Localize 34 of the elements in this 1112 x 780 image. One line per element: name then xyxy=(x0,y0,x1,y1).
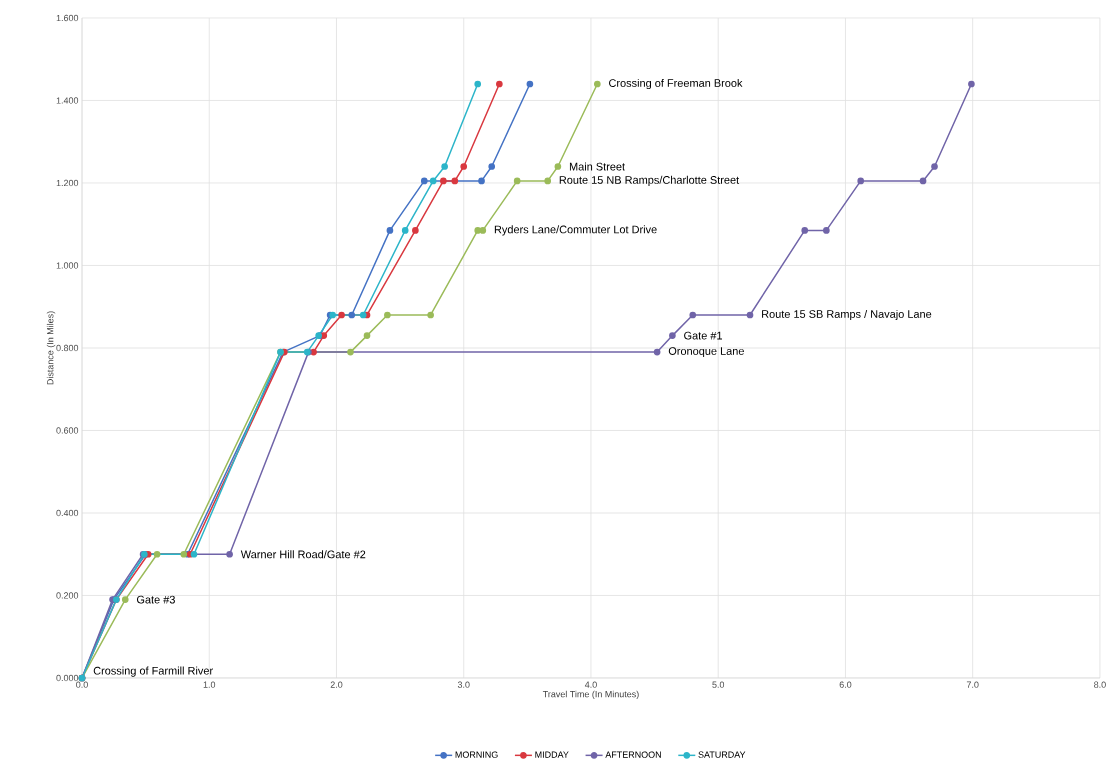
annotation: Warner Hill Road/Gate #2 xyxy=(240,550,366,559)
y-axis-title: Distance (In Miles) xyxy=(46,311,56,385)
y-tick-label: 0.400 xyxy=(56,509,79,517)
y-tick-label: 0.800 xyxy=(56,344,79,352)
legend-label: AFTERNOON xyxy=(605,751,661,758)
annotation: Route 15 SB Ramps / Navajo Lane xyxy=(762,309,932,321)
annotation: Gate #3 xyxy=(136,595,175,604)
annotation: Route 15 NB Ramps/Charlotte Street xyxy=(559,175,740,187)
legend-label: MIDDAY xyxy=(535,751,569,758)
legend-label: SATURDAY xyxy=(698,751,746,758)
x-tick-label: 1.0 xyxy=(203,681,216,688)
x-tick-label: 2.0 xyxy=(330,681,343,688)
x-tick-label: 8.0 xyxy=(1094,681,1106,688)
x-tick-label: 5.0 xyxy=(712,681,725,688)
y-tick-label: 0.000 xyxy=(56,674,79,682)
y-tick-label: 0.200 xyxy=(56,592,79,599)
x-tick-label: 4.0 xyxy=(584,681,597,688)
y-tick-label: 1.600 xyxy=(56,14,79,22)
x-tick-label: 0.0 xyxy=(76,681,88,688)
y-tick-label: 1.400 xyxy=(56,97,79,104)
annotation: Crossing of Farmill River xyxy=(93,666,213,677)
annotation: Gate #1 xyxy=(684,331,723,340)
x-tick-label: 6.0 xyxy=(839,681,852,688)
y-tick-label: 0.600 xyxy=(56,427,79,434)
annotation: Oronoque Lane xyxy=(668,347,744,358)
legend-label: MORNING xyxy=(455,751,498,758)
annotation: Crossing of Freeman Brook xyxy=(609,78,743,90)
x-axis-title: Travel Time (In Minutes) xyxy=(542,690,639,700)
annotation: Main Street xyxy=(569,162,625,171)
x-tick-label: 3.0 xyxy=(457,681,470,688)
annotation: Ryders Lane/Commuter Lot Drive xyxy=(494,225,657,236)
y-tick-label: 1.000 xyxy=(56,262,79,269)
y-tick-label: 1.200 xyxy=(56,179,79,187)
x-tick-label: 7.0 xyxy=(966,681,979,688)
